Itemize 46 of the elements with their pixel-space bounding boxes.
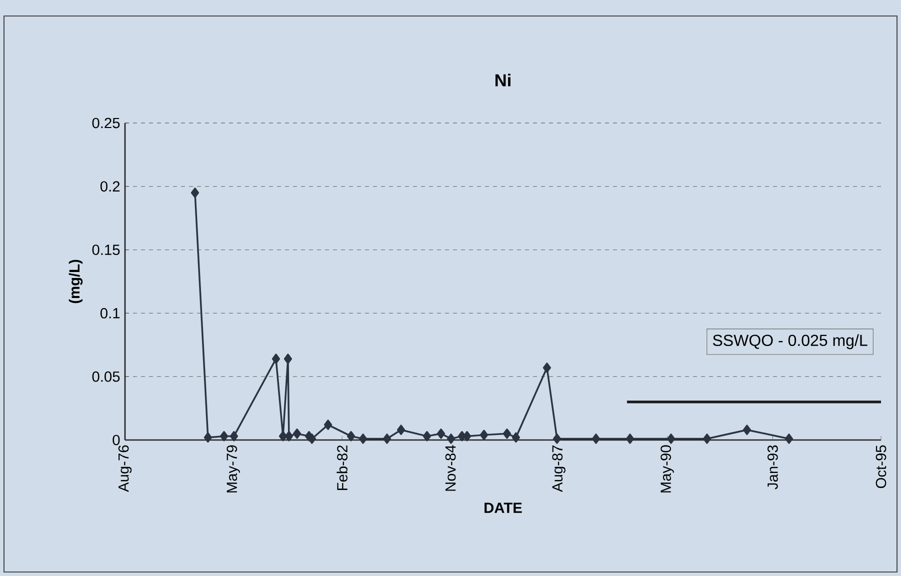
- x-tick-label: Feb-82: [336, 445, 348, 490]
- x-tick-label: May-90: [660, 445, 674, 492]
- point: [784, 434, 794, 444]
- annotation: SSWQO - 0.025 mg/L: [712, 334, 868, 350]
- point: [512, 432, 520, 443]
- y-tick-label: 0.2: [100, 181, 120, 192]
- point: [346, 431, 356, 442]
- point: [358, 434, 368, 444]
- point: [284, 354, 292, 364]
- point: [220, 431, 228, 442]
- point: [278, 431, 288, 442]
- point: [272, 354, 280, 364]
- point: [422, 431, 432, 442]
- point: [502, 428, 512, 439]
- point: [436, 428, 446, 439]
- y-tick-label: 0.15: [92, 244, 120, 255]
- x-tick-label: Aug-87: [552, 445, 566, 492]
- point: [324, 420, 332, 430]
- x-tick-label: May-79: [226, 445, 240, 492]
- x-tick-label: Nov-84: [445, 445, 456, 491]
- point: [626, 434, 634, 444]
- x-axis-title: DATE: [484, 502, 522, 513]
- y-tick-label: 0: [112, 434, 120, 446]
- point: [742, 424, 752, 435]
- point: [230, 431, 238, 442]
- chart-title: Ni: [495, 74, 510, 86]
- point: [592, 434, 600, 444]
- point: [480, 430, 488, 440]
- y-tick-label: 0.1: [100, 308, 120, 318]
- point: [292, 428, 302, 439]
- point: [542, 362, 552, 373]
- point: [204, 432, 212, 443]
- y-axis-title: (mg/L): [68, 260, 83, 304]
- point: [552, 434, 562, 444]
- x-tick-label: Aug-76: [118, 445, 132, 492]
- point: [666, 434, 676, 444]
- y-tick-label: 0.25: [92, 118, 120, 128]
- point: [284, 431, 294, 442]
- point: [382, 434, 392, 444]
- x-tick-label: Jan-93: [768, 445, 778, 490]
- point: [396, 424, 406, 435]
- point: [702, 434, 712, 444]
- y-tick-label: 0.05: [92, 371, 120, 382]
- point: [446, 434, 456, 444]
- point: [190, 188, 200, 198]
- x-tick-label: Oct-95: [876, 445, 886, 488]
